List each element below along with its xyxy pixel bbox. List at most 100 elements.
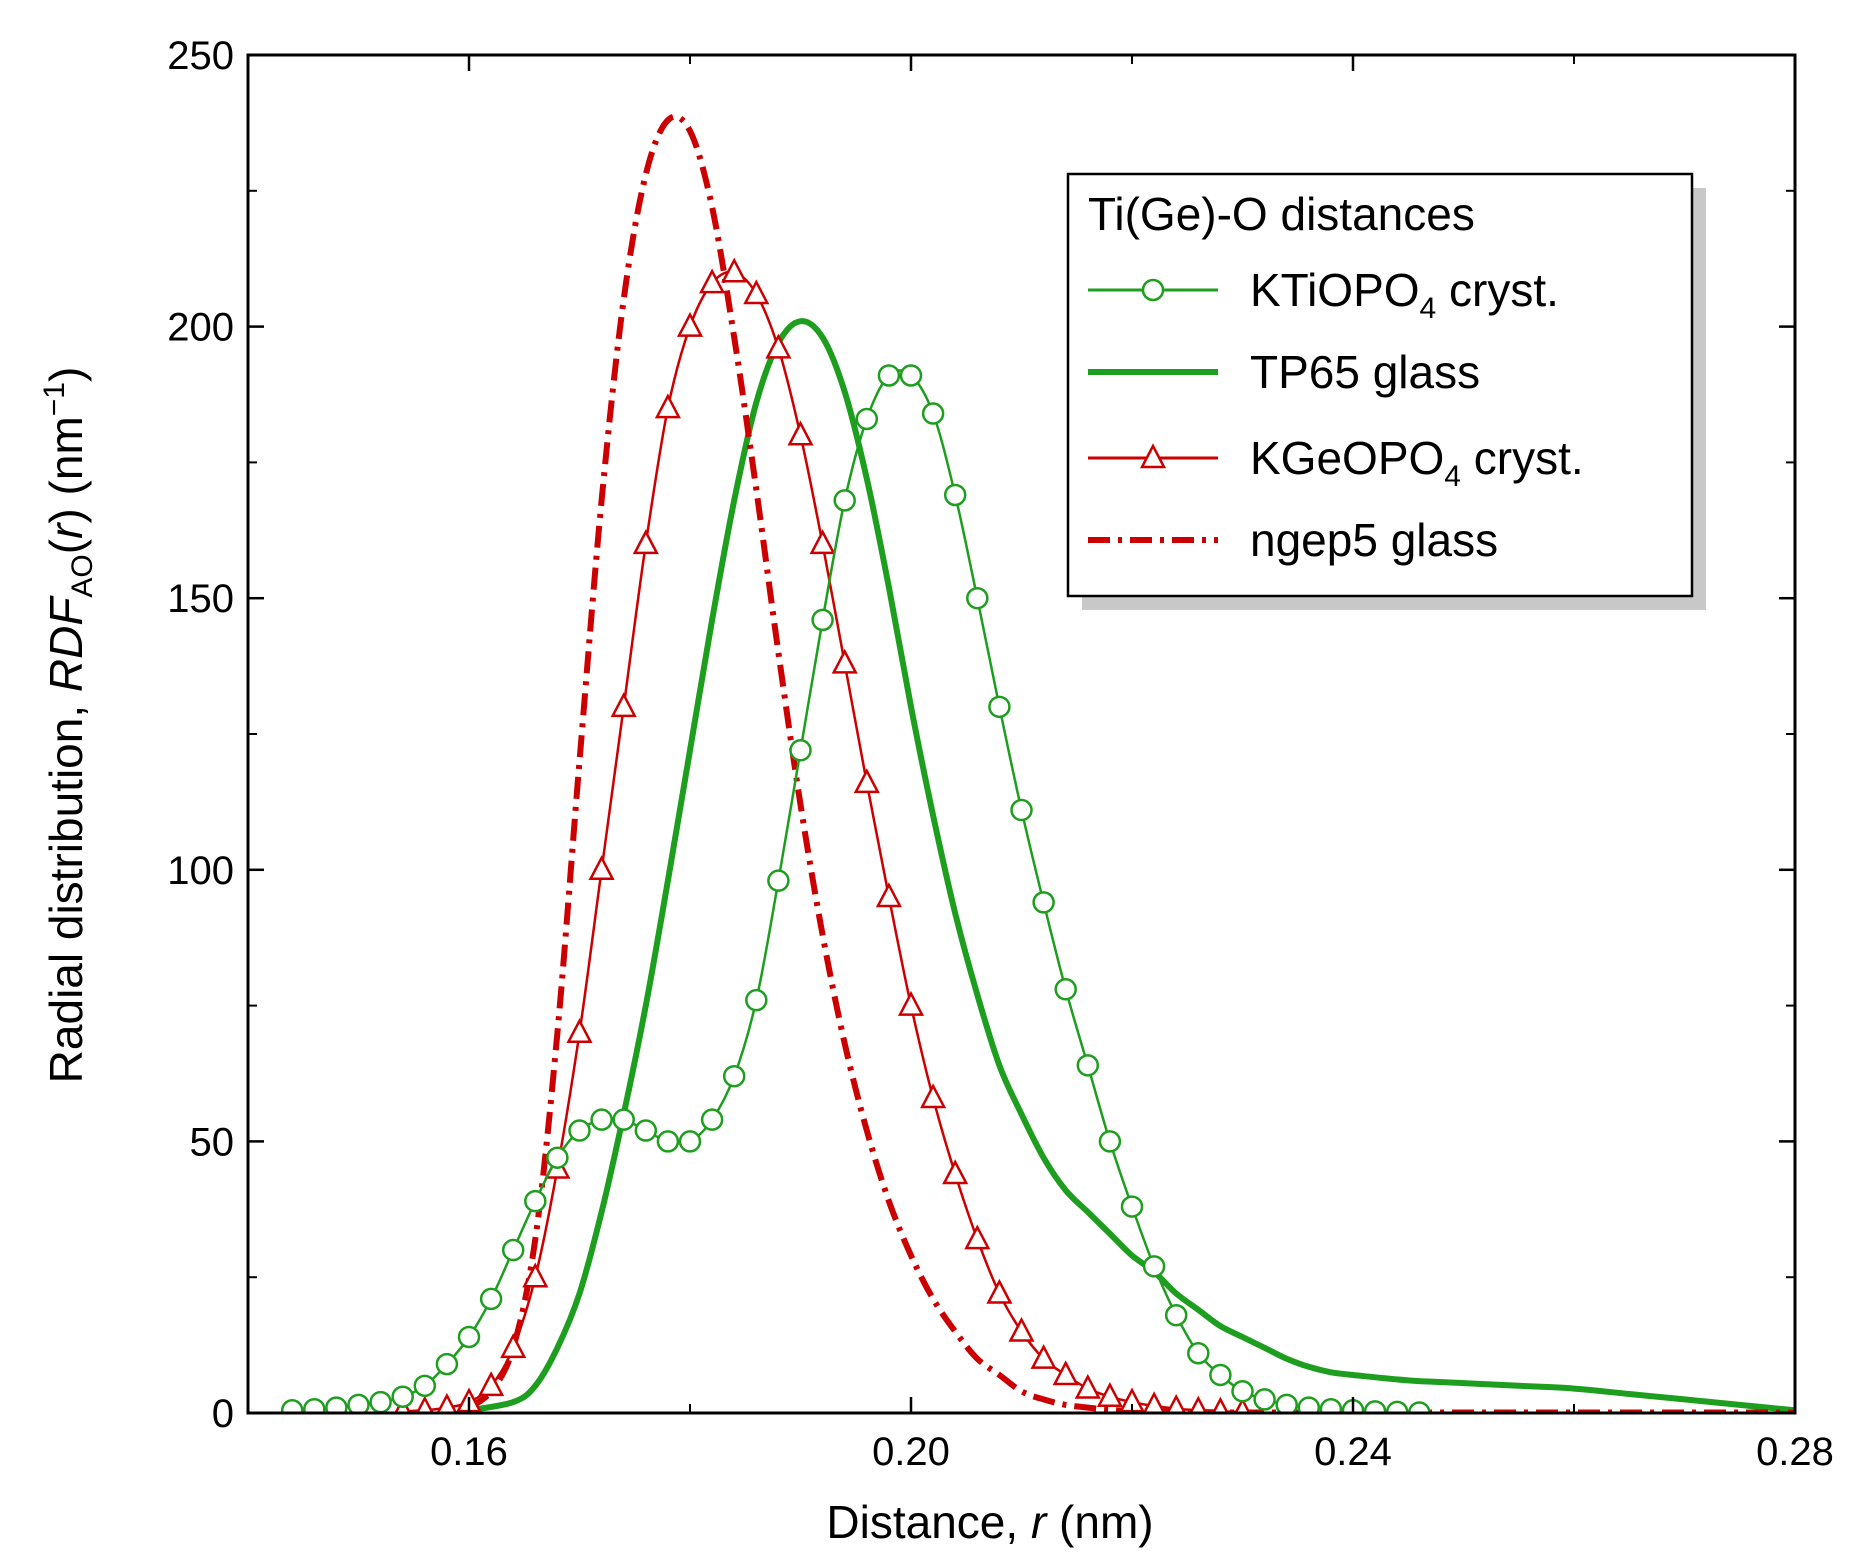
legend-swatch-marker bbox=[1139, 443, 1167, 469]
data-point-circle bbox=[767, 869, 790, 892]
data-point-circle bbox=[280, 1399, 304, 1413]
data-point-circle bbox=[1209, 1363, 1232, 1387]
y-tick-label: 250 bbox=[167, 34, 234, 78]
data-point-triangle bbox=[986, 1278, 1013, 1304]
data-point-circle bbox=[1363, 1400, 1387, 1413]
data-point-circle bbox=[855, 407, 879, 431]
data-point-circle bbox=[325, 1396, 348, 1413]
data-point-triangle bbox=[853, 768, 880, 794]
data-point-circle bbox=[524, 1189, 547, 1213]
data-point-triangle bbox=[964, 1224, 991, 1250]
data-point-circle bbox=[479, 1287, 503, 1311]
data-point-triangle bbox=[415, 1395, 434, 1413]
legend: Ti(Ge)-O distances KTiOPO4 cryst. TP65 g… bbox=[1066, 172, 1706, 610]
data-point-triangle bbox=[1189, 1395, 1208, 1413]
data-point-triangle bbox=[1052, 1360, 1079, 1386]
data-point-triangle bbox=[920, 1083, 947, 1109]
data-point-circle bbox=[1010, 798, 1033, 822]
series-0 bbox=[280, 364, 1431, 1413]
data-point-circle bbox=[1187, 1341, 1210, 1365]
data-point-circle bbox=[612, 1108, 635, 1131]
legend-item-ngep5: ngep5 glass bbox=[1088, 514, 1498, 566]
legend-label-ktiopo4: KTiOPO4 cryst. bbox=[1250, 264, 1559, 325]
data-point-triangle bbox=[809, 529, 836, 555]
data-point-triangle bbox=[1166, 1393, 1187, 1413]
data-point-circle bbox=[700, 1108, 724, 1131]
data-point-circle bbox=[634, 1119, 658, 1142]
data-point-triangle bbox=[699, 268, 726, 294]
data-point-triangle bbox=[610, 692, 637, 718]
data-point-circle bbox=[745, 988, 768, 1012]
x-tick-label: 0.20 bbox=[872, 1430, 950, 1474]
data-point-triangle bbox=[654, 393, 681, 419]
data-point-circle bbox=[1076, 1054, 1100, 1077]
data-point-circle bbox=[789, 739, 812, 762]
data-point-circle bbox=[678, 1130, 702, 1153]
legend-label-kgeopo4: KGeOPO4 cryst. bbox=[1250, 432, 1584, 493]
y-tick-label: 100 bbox=[167, 849, 234, 893]
data-point-circle bbox=[1098, 1130, 1122, 1153]
data-point-circle bbox=[413, 1374, 437, 1398]
data-point-circle bbox=[1253, 1388, 1276, 1411]
data-point-triangle bbox=[522, 1262, 549, 1288]
data-point-triangle bbox=[831, 648, 858, 674]
x-tick-label: 0.28 bbox=[1756, 1430, 1834, 1474]
data-point-circle bbox=[1032, 891, 1055, 914]
series-layer bbox=[280, 113, 1795, 1413]
data-point-triangle bbox=[1234, 1397, 1251, 1413]
series-line bbox=[468, 318, 1795, 1413]
legend-label-ngep5: ngep5 glass bbox=[1250, 514, 1498, 566]
data-point-triangle bbox=[500, 1333, 527, 1359]
y-tick-label: 50 bbox=[190, 1120, 235, 1164]
data-point-circle bbox=[966, 586, 989, 610]
data-point-circle bbox=[1054, 978, 1077, 1001]
data-point-triangle bbox=[1096, 1382, 1123, 1407]
data-point-circle bbox=[921, 402, 945, 425]
data-point-triangle bbox=[1008, 1316, 1035, 1342]
data-point-circle bbox=[1275, 1393, 1298, 1413]
data-point-triangle bbox=[721, 257, 748, 283]
data-point-circle bbox=[1120, 1195, 1144, 1218]
y-tick-label: 200 bbox=[167, 306, 234, 350]
data-point-triangle bbox=[875, 882, 902, 908]
y-axis-title: Radial distribution, RDFAO(r) (nm−1) bbox=[38, 367, 99, 1084]
data-point-circle bbox=[1231, 1380, 1254, 1403]
data-point-circle bbox=[457, 1325, 481, 1349]
data-point-circle bbox=[899, 364, 923, 387]
y-tick-label: 150 bbox=[167, 577, 234, 621]
data-point-circle bbox=[1319, 1397, 1343, 1413]
data-point-triangle bbox=[632, 529, 659, 555]
data-point-triangle bbox=[1030, 1343, 1057, 1369]
data-point-circle bbox=[988, 695, 1011, 719]
tick-layer: 0.16 0.20 0.24 0.28 0 50 100 150 200 250 bbox=[167, 34, 1834, 1474]
data-point-triangle bbox=[1074, 1373, 1101, 1399]
x-axis-title: Distance, r (nm) bbox=[826, 1496, 1153, 1548]
data-point-triangle bbox=[942, 1159, 969, 1185]
x-tick-label: 0.16 bbox=[430, 1430, 508, 1474]
data-point-circle bbox=[435, 1352, 459, 1376]
data-point-triangle bbox=[588, 855, 615, 881]
data-point-circle bbox=[811, 608, 834, 632]
legend-item-kgeopo4: KGeOPO4 cryst. bbox=[1088, 432, 1584, 493]
data-point-circle bbox=[303, 1397, 326, 1413]
data-point-circle bbox=[1297, 1396, 1321, 1413]
data-point-triangle bbox=[765, 333, 792, 359]
legend-swatch-marker bbox=[1141, 278, 1165, 302]
x-tick-label: 0.24 bbox=[1314, 1430, 1392, 1474]
data-point-circle bbox=[722, 1064, 746, 1088]
data-point-triangle bbox=[436, 1392, 458, 1413]
data-point-circle bbox=[656, 1130, 680, 1153]
data-point-circle bbox=[347, 1393, 370, 1413]
series-3 bbox=[467, 113, 1795, 1413]
data-point-circle bbox=[391, 1385, 414, 1408]
data-point-triangle bbox=[676, 311, 704, 337]
series-2 bbox=[394, 257, 1251, 1413]
data-point-circle bbox=[833, 489, 856, 512]
data-point-triangle bbox=[566, 1018, 593, 1044]
data-point-triangle bbox=[897, 990, 925, 1016]
data-point-circle bbox=[877, 364, 901, 387]
data-point-circle bbox=[1164, 1303, 1188, 1327]
data-point-triangle bbox=[743, 279, 770, 305]
legend-title: Ti(Ge)-O distances bbox=[1088, 188, 1475, 240]
